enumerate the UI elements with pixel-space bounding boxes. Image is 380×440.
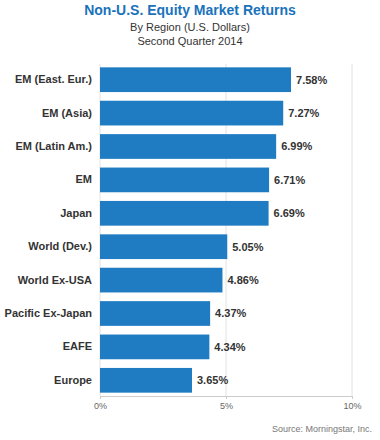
y-axis: EM (East. Eur.) EM (Asia) EM (Latin Am.) EM… xyxy=(5,73,100,386)
category-label: World Ex-USA xyxy=(18,274,92,286)
source: Source: Morningstar, Inc. xyxy=(272,424,372,434)
x-tick: 0% xyxy=(94,396,107,411)
y-tick: EM xyxy=(76,173,101,185)
data-label: 5.05% xyxy=(232,241,263,253)
data-label: 3.65% xyxy=(197,374,228,386)
x-axis-line xyxy=(101,397,353,400)
bar xyxy=(100,101,283,126)
bar xyxy=(100,168,269,193)
data-label: 6.99% xyxy=(281,140,312,152)
bars xyxy=(100,67,291,392)
x-tick: 10% xyxy=(343,396,361,411)
subtitle: By Region (U.S. Dollars) xyxy=(130,21,250,33)
y-tick: World Ex-USA xyxy=(18,274,100,286)
category-label: Europe xyxy=(54,374,92,386)
bar xyxy=(100,335,209,360)
bar xyxy=(100,268,222,293)
category-label: Pacific Ex-Japan xyxy=(5,307,93,319)
category-label: EM (East. Eur.) xyxy=(15,73,92,85)
category-label: EM xyxy=(76,173,93,185)
data-label: 4.86% xyxy=(227,274,258,286)
bar xyxy=(100,201,269,226)
subtitle: Second Quarter 2014 xyxy=(137,35,242,47)
x-tick-label: 5% xyxy=(220,401,233,411)
data-label: 7.58% xyxy=(296,74,327,86)
chart: Non-U.S. Equity Market Returns By Region … xyxy=(0,0,380,440)
bar xyxy=(100,368,192,393)
category-label: Japan xyxy=(60,207,92,219)
data-label: 6.69% xyxy=(274,207,305,219)
y-tick: EAFE xyxy=(63,340,100,352)
data-labels: 7.58% 7.27% 6.99% 6.71% 6.69% 5.05% 4.86% 4.37%… xyxy=(197,74,327,387)
y-tick: Europe xyxy=(54,374,100,386)
x-tick: 5% xyxy=(220,396,233,411)
y-tick: Japan xyxy=(60,207,100,219)
y-tick: EM (East. Eur.) xyxy=(15,73,100,85)
y-tick: Pacific Ex-Japan xyxy=(5,307,100,319)
category-label: World (Dev.) xyxy=(28,240,92,252)
grid xyxy=(100,64,352,396)
category-label: EM (Latin Am.) xyxy=(15,140,92,152)
data-label: 6.71% xyxy=(274,174,305,186)
x-tick-label: 10% xyxy=(343,401,361,411)
bar xyxy=(100,134,276,159)
data-label: 7.27% xyxy=(288,107,319,119)
x-tick-line xyxy=(352,396,353,399)
bar xyxy=(100,234,227,259)
grid-line xyxy=(352,64,353,396)
title: Non-U.S. Equity Market Returns xyxy=(84,2,296,18)
x-tick-line xyxy=(226,396,227,399)
bar xyxy=(100,67,291,92)
x-tick-line xyxy=(100,396,101,399)
bar xyxy=(100,301,210,326)
data-label: 4.34% xyxy=(214,341,245,353)
category-label: EAFE xyxy=(63,340,92,352)
category-label: EM (Asia) xyxy=(42,107,92,119)
y-tick: EM (Latin Am.) xyxy=(15,140,100,152)
x-tick-label: 0% xyxy=(94,401,107,411)
x-axis: 0% 5% 10% xyxy=(94,396,362,411)
y-tick: World (Dev.) xyxy=(28,240,100,252)
data-label: 4.37% xyxy=(215,307,246,319)
y-tick: EM (Asia) xyxy=(42,107,100,119)
